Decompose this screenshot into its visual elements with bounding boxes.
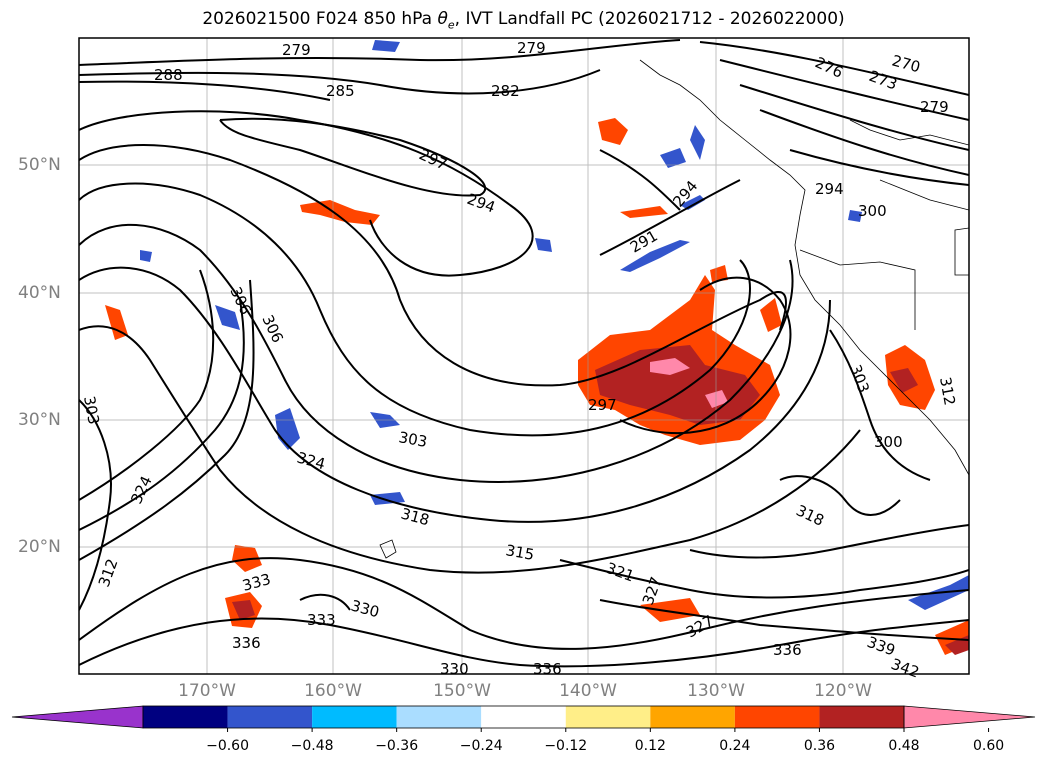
contour-label: 333 [307,611,336,629]
contour-label: 285 [326,82,355,100]
contour-label: 282 [491,82,520,100]
lon-label-120w: 120°W [814,681,872,701]
ivt-anomaly-fills [105,40,969,655]
colorbar-tick-label: 0.12 [634,738,666,754]
contour-label: 303 [397,428,428,451]
contour-label: 300 [858,202,887,220]
contour-label: 336 [533,660,562,678]
contour-label: 342 [889,655,922,682]
contour-labels: 279 279 285 288 282 276 273 270 279 297 … [80,39,959,682]
colorbar-tick-label: −0.24 [459,738,503,754]
contour-label: 273 [867,67,900,94]
contour-label: 336 [232,634,261,652]
lon-label-160w: 160°W [304,681,362,701]
lat-label-50n: 50°N [18,155,61,175]
contour-label: 312 [936,376,959,407]
colorbar-segment [819,706,904,728]
colorbar-segment [396,706,482,728]
contour-label: 330 [440,660,469,678]
contour-label: 279 [517,39,546,57]
contour-label: 315 [504,541,535,564]
contour-label: 270 [890,51,922,76]
contour-label: 324 [295,448,327,473]
lon-label-170w: 170°W [178,681,236,701]
contour-label: 279 [920,98,949,116]
contour-label: 303 [846,362,873,395]
colorbar-extend-low [11,705,144,729]
lon-label-150w: 150°W [433,681,491,701]
colorbar-segment [565,706,651,728]
contour-label: 306 [258,312,286,346]
colorbar-tick-label: 0.36 [803,738,836,754]
colorbar-outline [142,705,905,729]
colorbar-segment [734,706,820,728]
contour-label: 294 [815,180,844,198]
lon-label-130w: 130°W [687,681,745,701]
colorbar-segment [143,706,228,728]
contour-label: 324 [127,473,155,507]
lat-label-40n: 40°N [18,283,61,303]
contour-label: 276 [812,53,846,81]
contour-label: 297 [416,145,450,173]
contour-label: 288 [154,66,183,84]
contour-label: 297 [588,396,617,414]
theta-e-contours [79,39,969,668]
colorbar-segment [312,706,397,728]
map-frame [78,37,970,675]
contour-label: 333 [240,570,272,595]
colorbar-extend-high [903,705,1036,729]
contour-label: 321 [604,559,637,586]
colorbar-tick-label: −0.60 [206,738,249,754]
colorbar-tick-label: 0.48 [888,738,920,754]
colorbar-segment [481,706,566,728]
colorbar-tick-label: −0.48 [290,738,334,754]
lat-label-30n: 30°N [18,410,61,430]
contour-label: 336 [773,641,802,659]
graticule [79,38,969,674]
colorbar-tick-label: −0.36 [375,738,419,754]
lat-label-20n: 20°N [18,537,61,557]
map-title: 2026021500 F024 850 hPa θe, IVT Landfall… [202,9,845,32]
contour-label: 279 [282,41,311,59]
colorbar-segment [227,706,313,728]
contour-label: 339 [865,633,898,660]
contour-label: 303 [80,395,103,426]
contour-label: 330 [349,596,381,621]
colorbar [11,705,1036,732]
colorbar-tick-label: 0.60 [972,738,1005,754]
coastline [379,59,969,559]
lon-label-140w: 140°W [559,681,617,701]
contour-label: 300 [874,433,903,451]
contour-label: 318 [399,504,431,529]
colorbar-tick-label: 0.24 [719,738,751,754]
colorbar-tick-label: −0.12 [544,738,588,754]
colorbar-segment [650,706,735,728]
contour-label: 318 [793,501,827,529]
